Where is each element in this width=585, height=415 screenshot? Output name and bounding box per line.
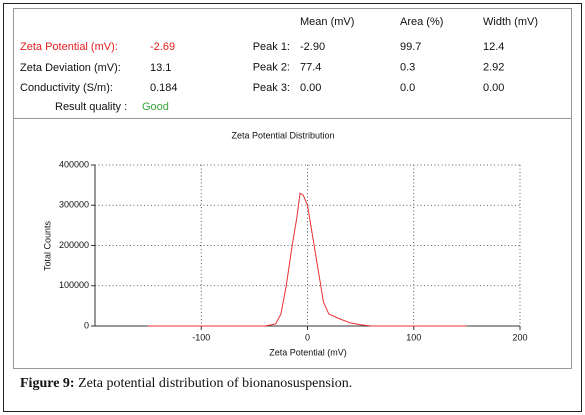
caption-text: Zeta potential distribution of bionanosu… bbox=[78, 376, 352, 391]
data-line bbox=[148, 192, 467, 327]
result-value: 13.1 bbox=[150, 62, 171, 74]
peak-cell: 0.00 bbox=[483, 82, 504, 94]
header-mean: Mean (mV) bbox=[300, 16, 354, 28]
x-tick-label: 0 bbox=[305, 332, 310, 342]
result-label: Conductivity (S/m): bbox=[20, 82, 113, 94]
quality-value: Good bbox=[142, 101, 169, 113]
x-tick-label: -100 bbox=[192, 332, 210, 342]
peak-table: Peak 1: -2.90 99.7 12.4 Peak 2: 77.4 0.3 2.92 Pe… bbox=[253, 41, 505, 94]
quality-label: Result quality : bbox=[55, 101, 127, 113]
result-value: 0.184 bbox=[150, 82, 178, 94]
report-border bbox=[13, 8, 572, 369]
peak-cell: 0.0 bbox=[400, 82, 415, 94]
peak-cell: 99.7 bbox=[400, 41, 421, 53]
peak-label: Peak 3: bbox=[253, 82, 290, 94]
peak-cell: 0.3 bbox=[400, 61, 415, 73]
y-tick-label: 0 bbox=[84, 320, 89, 330]
peak-cell: 0.00 bbox=[300, 82, 321, 94]
caption: Figure 9: Zeta potential distribution of… bbox=[20, 376, 352, 391]
result-label: Zeta Deviation (mV): bbox=[20, 62, 121, 74]
peak-label: Peak 1: bbox=[253, 41, 290, 53]
chart: Zeta Potential Distribution Zeta Potenti… bbox=[42, 130, 527, 357]
figure-border bbox=[3, 3, 582, 412]
peak-cell: 12.4 bbox=[483, 41, 504, 53]
caption-label: Figure 9: bbox=[20, 376, 75, 391]
y-tick-label: 300000 bbox=[59, 200, 89, 210]
chart-title: Zeta Potential Distribution bbox=[231, 130, 334, 140]
y-tick-label: 100000 bbox=[59, 280, 89, 290]
peak-cell: 2.92 bbox=[483, 61, 504, 73]
result-value: -2.69 bbox=[150, 41, 175, 53]
y-tick-label: 200000 bbox=[59, 240, 89, 250]
y-axis-label: Total Counts bbox=[42, 220, 52, 271]
header-area: Area (%) bbox=[400, 16, 443, 28]
x-tick-label: 100 bbox=[406, 332, 421, 342]
peak-cell: -2.90 bbox=[300, 41, 325, 53]
peak-label: Peak 2: bbox=[253, 61, 290, 73]
result-label: Zeta Potential (mV): bbox=[20, 41, 118, 53]
header-width: Width (mV) bbox=[483, 16, 538, 28]
peak-cell: 77.4 bbox=[300, 61, 321, 73]
y-tick-label: 400000 bbox=[59, 159, 89, 169]
x-tick-label: 200 bbox=[512, 332, 527, 342]
x-axis-label: Zeta Potential (mV) bbox=[269, 347, 347, 357]
